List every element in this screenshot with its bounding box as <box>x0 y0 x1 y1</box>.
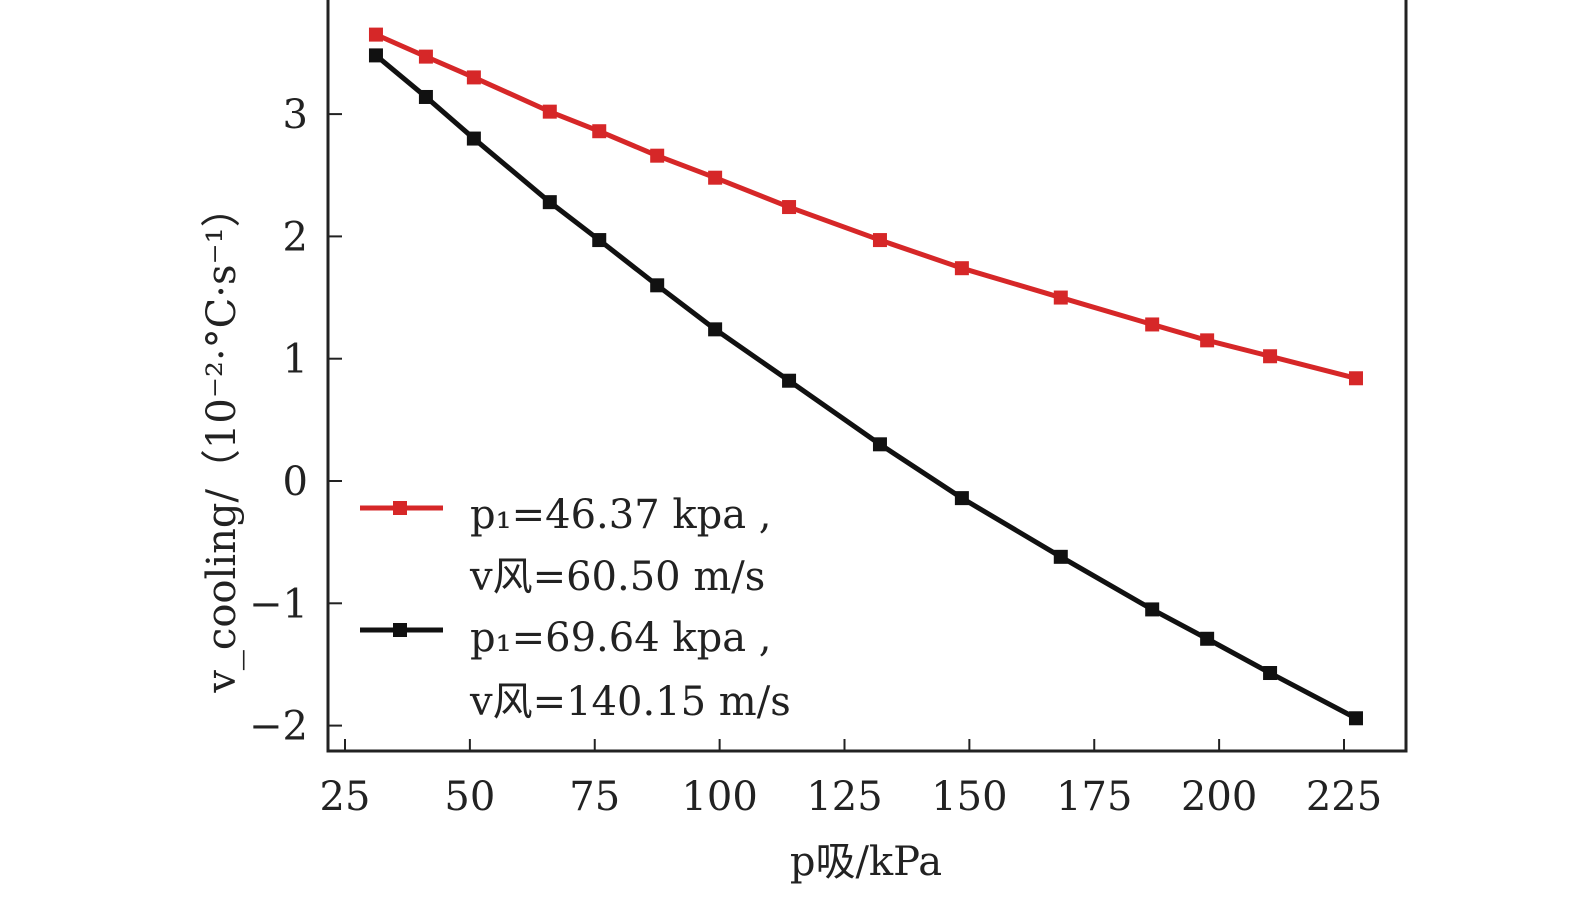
y-tick-label: −2 <box>249 704 308 750</box>
plot-frame <box>326 0 1408 753</box>
x-tick-label: 225 <box>1306 774 1382 820</box>
data-point-series-2 <box>782 373 797 388</box>
data-point-series-2 <box>1200 631 1215 646</box>
data-point-series-2 <box>708 322 723 337</box>
data-point-series-1 <box>1263 349 1278 364</box>
data-point-series-1 <box>1053 290 1068 305</box>
data-point-series-2 <box>872 437 887 452</box>
y-axis-label: v_cooling/（10⁻²·°C·s⁻¹） <box>199 187 245 693</box>
legend-label-1-line1: p₁=46.37 kpa , <box>470 492 772 538</box>
y-tick-label: 1 <box>283 337 308 383</box>
x-tick-label: 175 <box>1056 774 1132 820</box>
data-point-series-2 <box>1263 666 1278 681</box>
series-line-1 <box>374 32 1357 381</box>
x-tick-label: 25 <box>320 774 371 820</box>
data-point-series-1 <box>954 261 969 276</box>
data-point-series-1 <box>650 148 665 163</box>
legend-marker-black <box>393 623 407 637</box>
legend-label-1-line2: v风=60.50 m/s <box>469 554 765 600</box>
data-point-series-1 <box>592 124 607 139</box>
data-point-series-1 <box>872 233 887 248</box>
x-tick-label: 75 <box>569 774 620 820</box>
legend-label-2-line1: p₁=69.64 kpa , <box>470 615 772 661</box>
y-tick-label: 2 <box>283 214 308 260</box>
x-tick-label: 125 <box>806 774 882 820</box>
data-point-series-2 <box>368 48 383 63</box>
x-axis: 25 50 75 100 125 150 175 200 225 <box>320 739 1382 820</box>
data-point-series-1 <box>1200 333 1215 348</box>
series-group <box>368 27 1363 726</box>
legend: p₁=46.37 kpa , v风=60.50 m/s p₁=69.64 kpa… <box>360 492 791 725</box>
x-axis-label: p吸/kPa <box>790 839 942 885</box>
x-tick-label: 200 <box>1181 774 1257 820</box>
legend-marker-red <box>393 501 407 515</box>
data-point-series-2 <box>592 233 607 248</box>
data-point-series-2 <box>1053 549 1068 564</box>
data-point-series-2 <box>650 278 665 293</box>
data-point-series-1 <box>1145 317 1160 332</box>
legend-label-2-line2: v风=140.15 m/s <box>469 679 791 725</box>
y-tick-label: −1 <box>249 581 308 627</box>
data-point-series-1 <box>466 70 481 85</box>
data-point-series-2 <box>542 195 557 210</box>
y-tick-label: 0 <box>283 459 308 505</box>
data-point-series-1 <box>368 27 383 42</box>
x-tick-label: 50 <box>444 774 495 820</box>
data-point-series-1 <box>708 170 723 185</box>
data-point-series-2 <box>1348 711 1363 726</box>
data-point-series-1 <box>782 200 797 215</box>
data-point-series-1 <box>542 104 557 119</box>
y-tick-label: 3 <box>283 92 308 138</box>
y-axis: −2 −1 0 1 2 3 <box>249 92 342 750</box>
data-point-series-1 <box>1348 371 1363 386</box>
x-tick-label: 150 <box>931 774 1007 820</box>
data-point-series-2 <box>1145 602 1160 617</box>
x-tick-label: 100 <box>681 774 757 820</box>
data-point-series-1 <box>418 49 433 64</box>
data-point-series-2 <box>954 491 969 506</box>
data-point-series-2 <box>418 89 433 104</box>
data-point-series-2 <box>466 131 481 146</box>
